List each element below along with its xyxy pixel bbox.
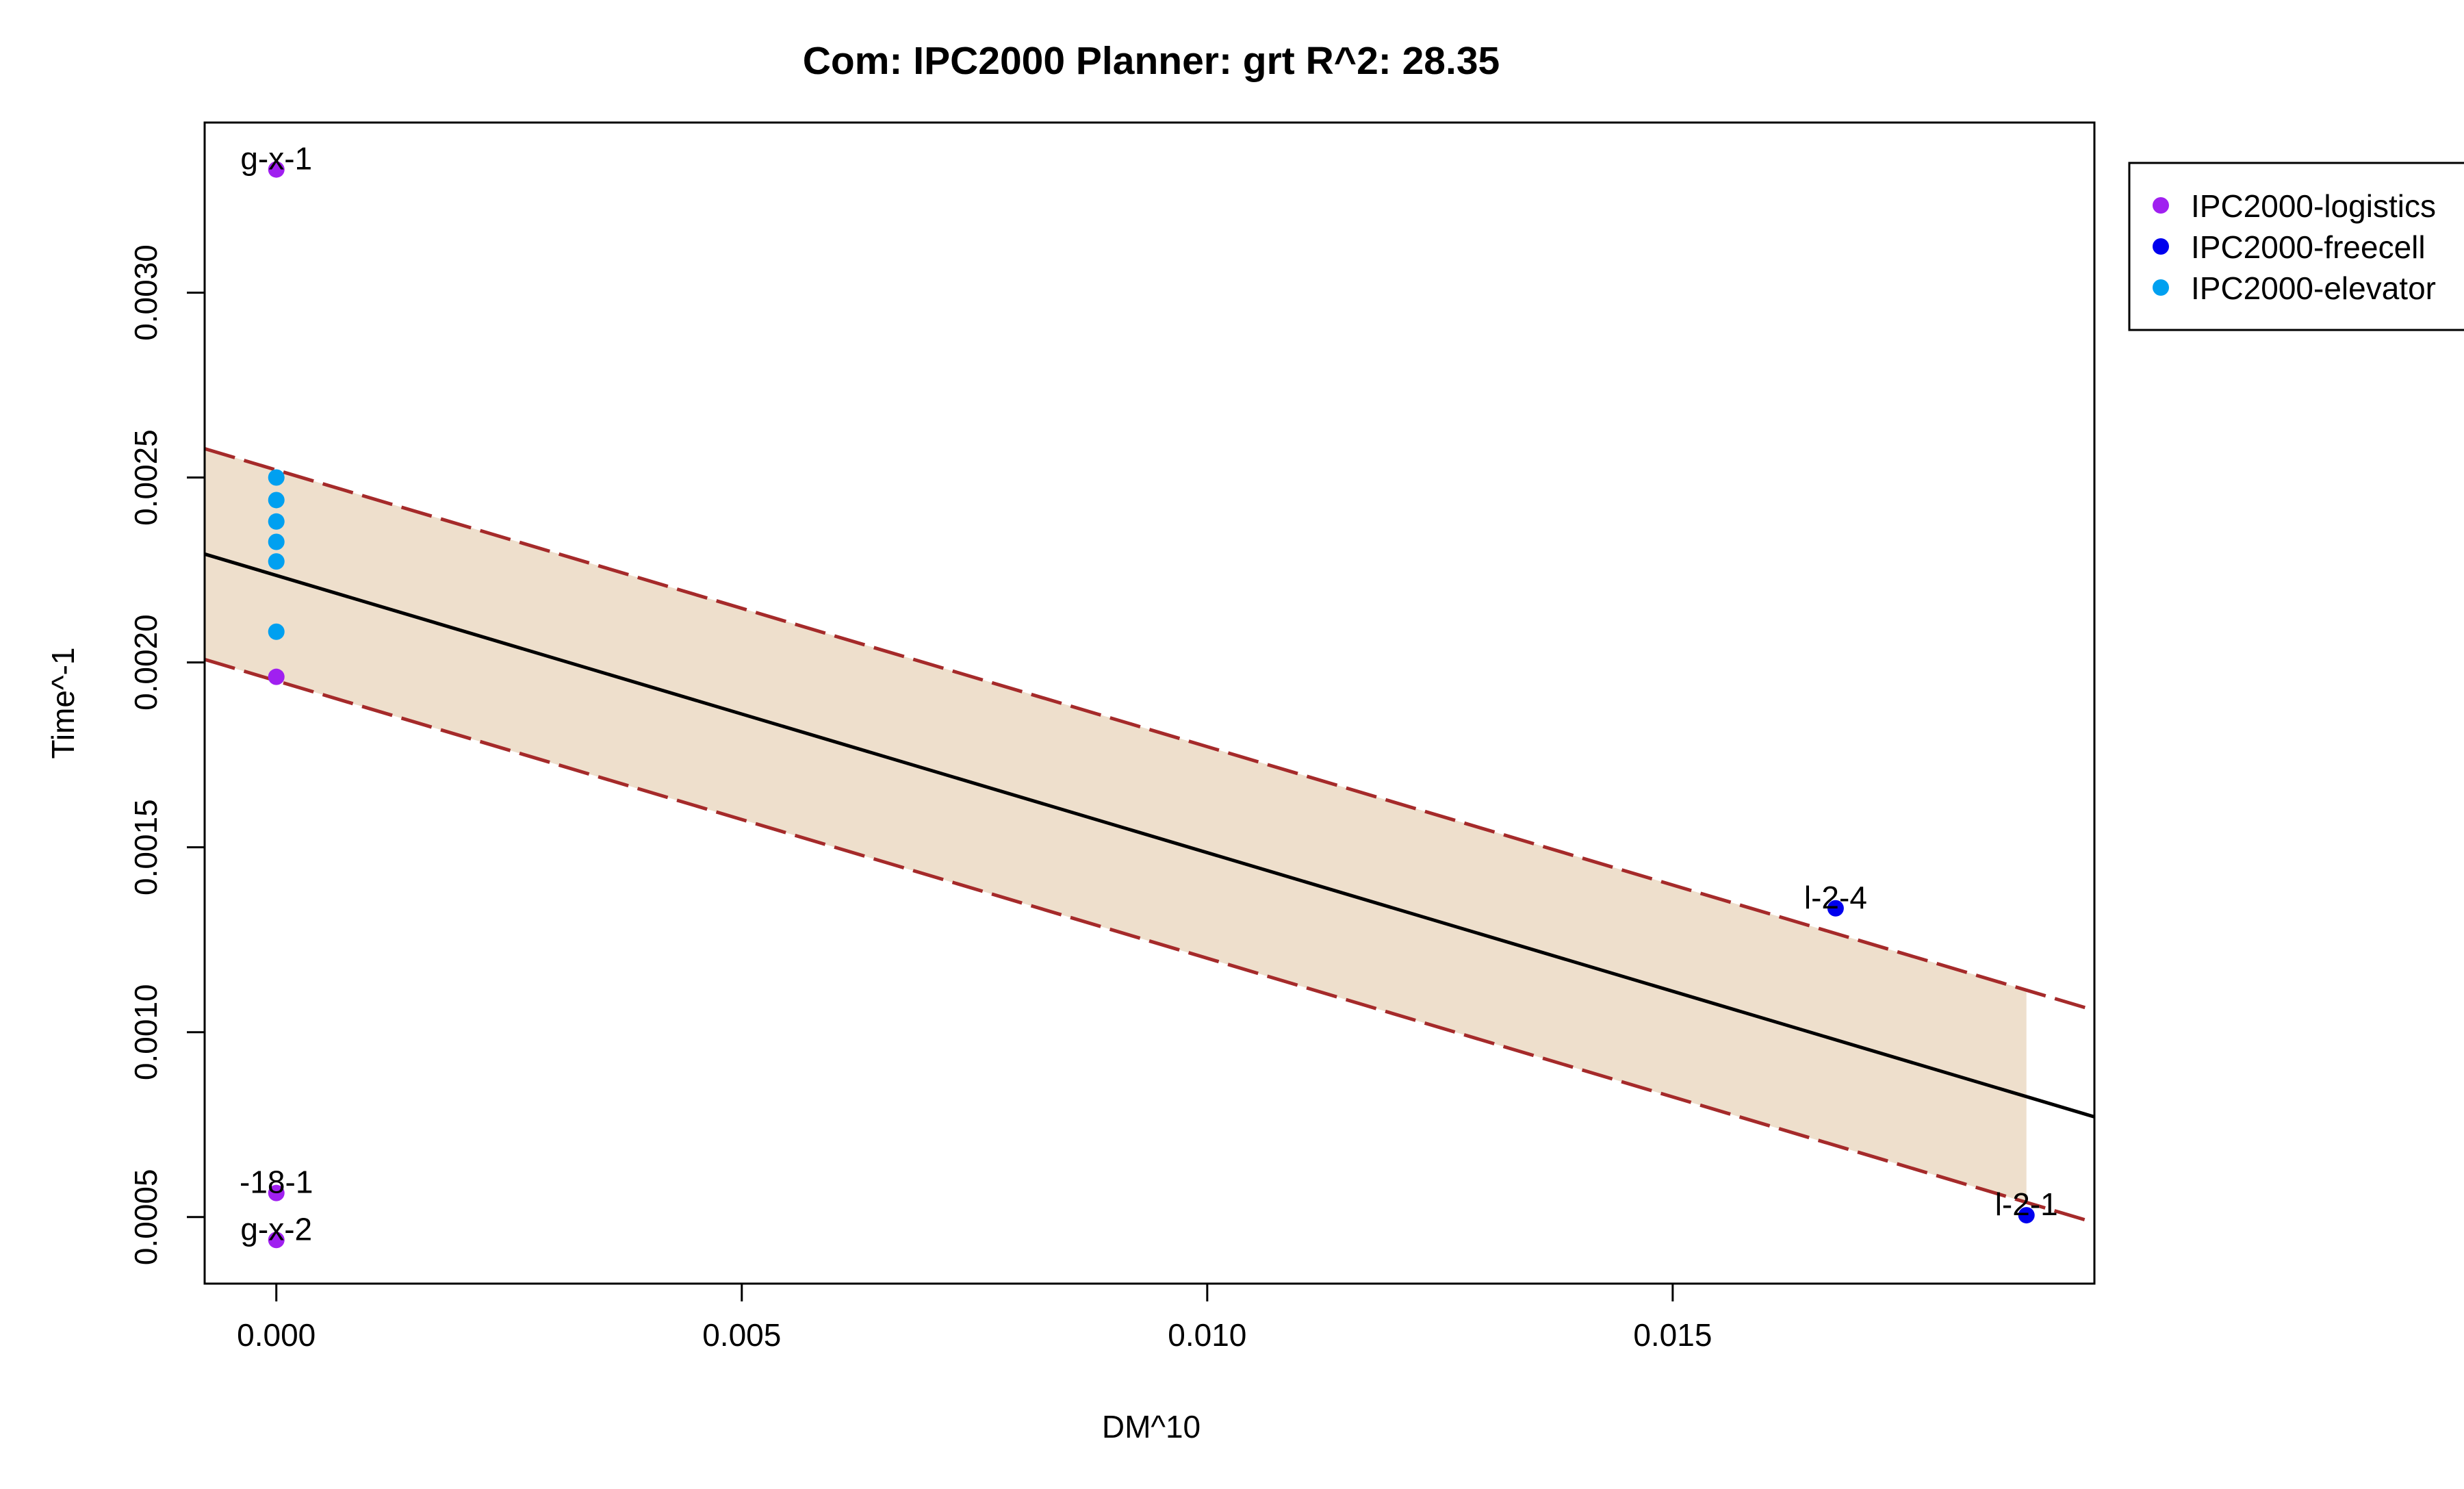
plot-frame [203,121,2096,1285]
data-point [1827,900,1844,917]
point-labels: g-x-1 -18-1 g-x-2 l-2-4 l-2-1 [240,141,2058,1247]
legend-swatch [2153,279,2169,296]
x-axis: 0.000 0.005 0.010 0.015 [237,1284,1712,1353]
chart-title: Com: IPC2000 Planner: grt R^2: 28.35 [803,39,1500,83]
data-point [268,623,285,640]
legend-swatch [2153,238,2169,255]
x-tick-label: 0.010 [1168,1317,1246,1353]
data-point [2018,1207,2035,1224]
y-tick-label: 0.0030 [128,244,164,341]
regression-line-path [204,552,2095,1119]
data-point [268,469,285,486]
legend-swatch [2153,197,2169,214]
x-axis-title: DM^10 [1102,1409,1201,1445]
band-upper-line [204,446,2095,1013]
y-axis: 0.0005 0.0010 0.0015 0.0020 0.0025 0.0030 [128,244,205,1265]
data-point [268,533,285,550]
band-lower-line [204,657,2095,1225]
data-point [268,492,285,509]
data-point [268,1184,285,1201]
data-point [268,668,285,685]
y-axis-title: Time^-1 [45,648,81,759]
point-label: -18-1 [240,1165,313,1200]
regression-line [204,552,2095,1119]
point-label: l-2-4 [1804,880,1867,915]
legend-label: IPC2000-logistics [2191,188,2436,224]
y-tick-label: 0.0020 [128,614,164,711]
legend-box [2128,162,2464,331]
data-points [268,161,2035,1249]
legend-label: IPC2000-freecell [2191,229,2426,265]
x-tick-label: 0.005 [702,1317,781,1353]
point-label: g-x-1 [240,141,312,177]
data-point [268,553,285,570]
legend: IPC2000-logistics IPC2000-freecell IPC2000… [2128,162,2464,331]
x-tick-label: 0.000 [237,1317,316,1353]
legend-label: IPC2000-elevator [2191,270,2436,306]
point-label: g-x-2 [240,1211,312,1247]
point-label: l-2-1 [1995,1186,2058,1222]
x-tick-label: 0.015 [1633,1317,1712,1353]
data-point [268,161,285,178]
y-tick-label: 0.0005 [128,1169,164,1265]
y-tick-label: 0.0010 [128,984,164,1080]
data-point [268,513,285,530]
y-tick-label: 0.0015 [128,799,164,895]
y-tick-label: 0.0025 [128,429,164,526]
data-point [268,1232,285,1249]
